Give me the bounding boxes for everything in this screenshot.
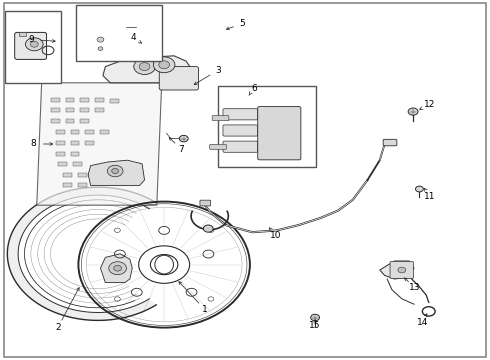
Bar — [80, 98, 89, 102]
FancyBboxPatch shape — [383, 139, 397, 146]
Text: 12: 12 — [423, 100, 435, 109]
Circle shape — [30, 41, 38, 47]
Circle shape — [398, 267, 406, 273]
Polygon shape — [103, 56, 196, 83]
Circle shape — [268, 149, 279, 157]
Text: 1: 1 — [202, 305, 208, 314]
Bar — [56, 141, 65, 145]
Circle shape — [159, 61, 170, 69]
Text: 2: 2 — [55, 323, 61, 332]
Bar — [71, 141, 79, 145]
Circle shape — [25, 38, 43, 51]
Polygon shape — [7, 187, 156, 320]
Bar — [56, 152, 65, 156]
Bar — [85, 141, 94, 145]
Text: 3: 3 — [215, 66, 221, 75]
Bar — [71, 152, 79, 156]
Polygon shape — [37, 83, 162, 205]
Bar — [80, 119, 89, 123]
FancyBboxPatch shape — [210, 144, 226, 149]
Circle shape — [134, 59, 155, 75]
Text: 4: 4 — [130, 33, 136, 42]
Text: 14: 14 — [416, 318, 428, 327]
Circle shape — [153, 57, 175, 73]
Bar — [63, 183, 72, 187]
Bar — [85, 130, 94, 134]
Bar — [110, 99, 119, 103]
Bar — [66, 98, 74, 102]
Bar — [5, 11, 61, 83]
Circle shape — [114, 265, 122, 271]
Circle shape — [416, 186, 423, 192]
Text: 15: 15 — [309, 321, 321, 330]
FancyBboxPatch shape — [212, 116, 229, 121]
Bar — [51, 119, 60, 123]
Bar — [73, 162, 82, 166]
Bar — [56, 130, 65, 134]
FancyBboxPatch shape — [223, 109, 258, 120]
Circle shape — [268, 116, 279, 125]
FancyBboxPatch shape — [390, 261, 414, 279]
Circle shape — [107, 165, 123, 177]
Circle shape — [408, 108, 418, 115]
Circle shape — [136, 24, 144, 30]
Bar — [80, 108, 89, 112]
Bar — [100, 130, 109, 134]
Text: 8: 8 — [30, 139, 36, 148]
Circle shape — [203, 225, 213, 232]
Bar — [71, 130, 79, 134]
FancyBboxPatch shape — [258, 107, 301, 160]
Text: 10: 10 — [270, 231, 282, 240]
Circle shape — [109, 262, 126, 275]
Bar — [58, 162, 67, 166]
Circle shape — [179, 135, 188, 142]
Bar — [218, 86, 316, 167]
Bar — [19, 32, 26, 36]
Bar — [76, 5, 162, 61]
Text: 13: 13 — [409, 284, 421, 292]
Text: 7: 7 — [178, 145, 184, 154]
Bar — [63, 173, 72, 177]
Bar — [66, 119, 74, 123]
Bar — [78, 183, 87, 187]
Text: 9: 9 — [28, 35, 34, 44]
Bar — [51, 98, 60, 102]
Polygon shape — [100, 254, 132, 283]
Bar — [66, 108, 74, 112]
Text: 11: 11 — [424, 192, 436, 201]
Text: 6: 6 — [251, 84, 257, 93]
Circle shape — [139, 63, 150, 71]
Circle shape — [98, 47, 103, 50]
Bar — [95, 98, 104, 102]
Polygon shape — [88, 160, 145, 185]
Polygon shape — [380, 261, 414, 279]
FancyBboxPatch shape — [223, 141, 258, 152]
Circle shape — [97, 37, 104, 42]
FancyBboxPatch shape — [159, 67, 198, 90]
Circle shape — [311, 314, 319, 321]
FancyBboxPatch shape — [15, 32, 47, 59]
Text: 5: 5 — [240, 19, 245, 28]
Bar — [95, 108, 104, 112]
Bar — [51, 108, 60, 112]
FancyBboxPatch shape — [200, 200, 211, 206]
Bar — [78, 173, 87, 177]
Circle shape — [112, 168, 119, 174]
FancyBboxPatch shape — [223, 125, 258, 136]
Bar — [93, 173, 101, 177]
